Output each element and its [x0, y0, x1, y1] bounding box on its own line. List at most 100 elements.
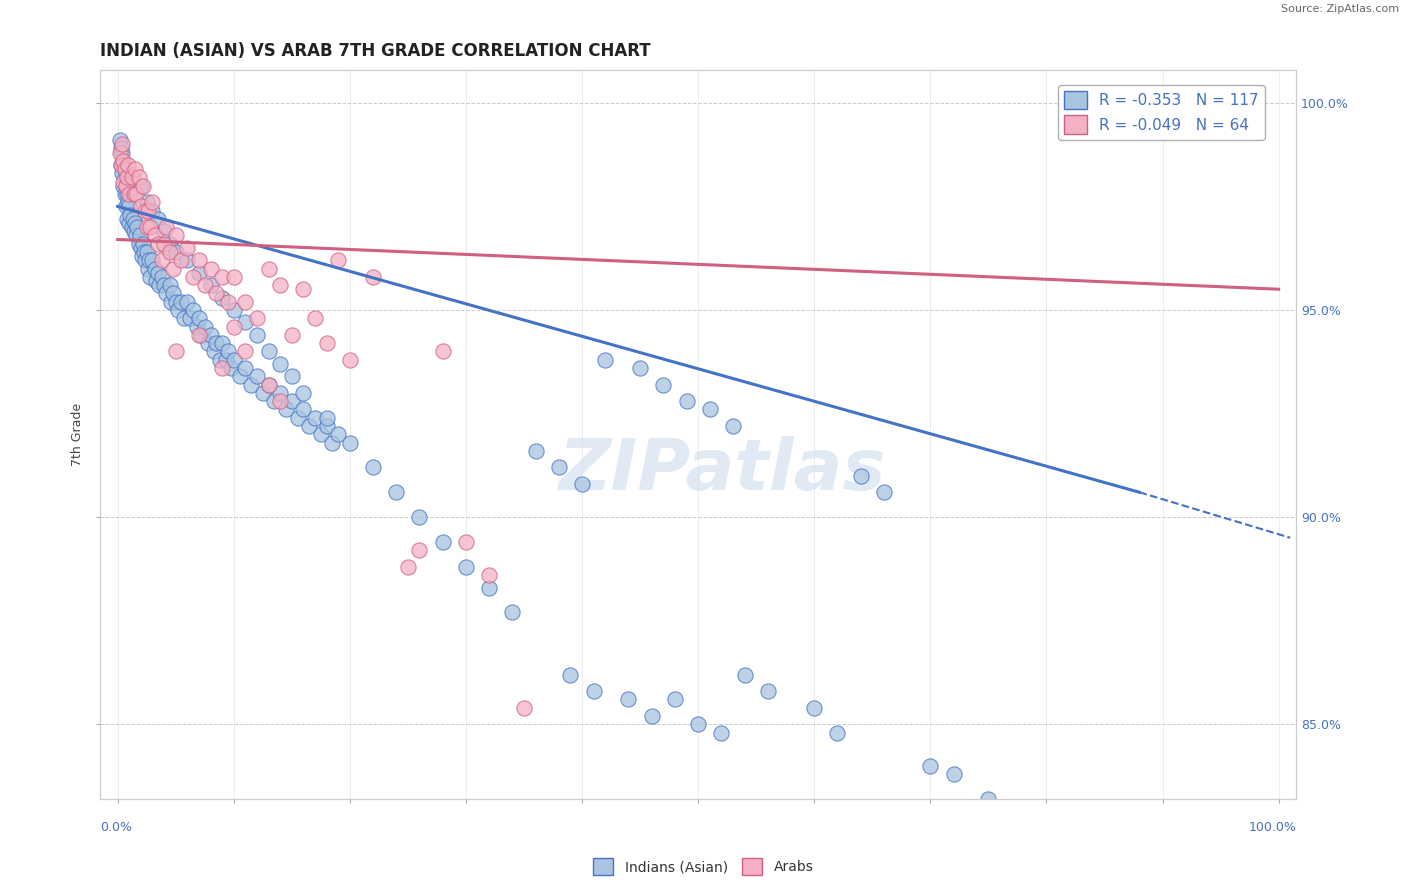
Point [593, 352, 616, 367]
Point [165, 344, 187, 359]
Point [292, 282, 315, 296]
Point [108, 133, 131, 147]
Point [478, 581, 501, 595]
Point [153, 278, 176, 293]
Point [118, 216, 141, 230]
Point [641, 709, 664, 723]
Point [187, 311, 209, 326]
Point [1012, 808, 1035, 822]
Point [128, 236, 150, 251]
Point [292, 385, 315, 400]
Point [304, 311, 326, 326]
Point [257, 377, 280, 392]
Point [159, 236, 181, 251]
Point [233, 294, 256, 309]
Point [454, 559, 477, 574]
Point [138, 253, 160, 268]
Point [200, 261, 222, 276]
Point [115, 186, 138, 201]
Point [803, 700, 825, 714]
Point [214, 352, 236, 367]
Point [582, 684, 605, 698]
Point [112, 153, 135, 168]
Point [179, 311, 201, 326]
Text: ZIPatlas: ZIPatlas [558, 436, 886, 505]
Point [222, 302, 245, 317]
Point [139, 269, 162, 284]
Point [547, 460, 569, 475]
Point [110, 158, 132, 172]
Point [155, 220, 177, 235]
Point [148, 278, 170, 293]
Point [162, 286, 184, 301]
Point [114, 170, 136, 185]
Point [136, 203, 159, 218]
Point [132, 178, 155, 193]
Point [432, 344, 454, 359]
Point [110, 158, 132, 172]
Point [136, 261, 159, 276]
Point [309, 427, 332, 442]
Y-axis label: 7th Grade: 7th Grade [72, 402, 84, 466]
Point [246, 311, 269, 326]
Point [129, 199, 152, 213]
Point [162, 261, 184, 276]
Point [159, 244, 181, 259]
Point [125, 228, 148, 243]
Point [298, 419, 321, 434]
Point [408, 510, 430, 524]
Point [396, 559, 419, 574]
Point [170, 253, 193, 268]
Point [454, 535, 477, 549]
Point [281, 394, 304, 409]
Point [385, 485, 408, 500]
Point [263, 394, 285, 409]
Point [135, 195, 157, 210]
Point [211, 336, 233, 351]
Point [756, 684, 779, 698]
Point [200, 327, 222, 342]
Point [176, 241, 198, 255]
Point [134, 253, 156, 268]
Point [121, 170, 143, 185]
Point [328, 427, 350, 442]
Point [170, 294, 193, 309]
Point [257, 377, 280, 392]
Point [252, 385, 274, 400]
Point [675, 394, 697, 409]
Point [208, 352, 231, 367]
Point [150, 253, 173, 268]
Point [281, 369, 304, 384]
Point [127, 220, 149, 235]
Point [617, 692, 640, 706]
Point [173, 311, 195, 326]
Point [217, 344, 239, 359]
Point [129, 241, 152, 255]
Point [205, 336, 228, 351]
Point [134, 203, 156, 218]
Point [524, 443, 547, 458]
Point [129, 178, 152, 193]
Point [269, 385, 291, 400]
Point [108, 145, 131, 160]
Point [114, 162, 136, 177]
Point [339, 435, 361, 450]
Point [143, 261, 166, 276]
Point [111, 166, 134, 180]
Point [478, 568, 501, 582]
Point [339, 352, 361, 367]
Point [849, 468, 872, 483]
Point [118, 186, 141, 201]
Point [114, 186, 136, 201]
Point [246, 327, 269, 342]
Point [187, 266, 209, 280]
Point [135, 220, 157, 235]
Point [112, 178, 135, 193]
Point [628, 360, 651, 375]
Point [205, 286, 228, 301]
Point [721, 419, 744, 434]
Point [281, 327, 304, 342]
Point [328, 253, 350, 268]
Point [122, 224, 145, 238]
Point [143, 228, 166, 243]
